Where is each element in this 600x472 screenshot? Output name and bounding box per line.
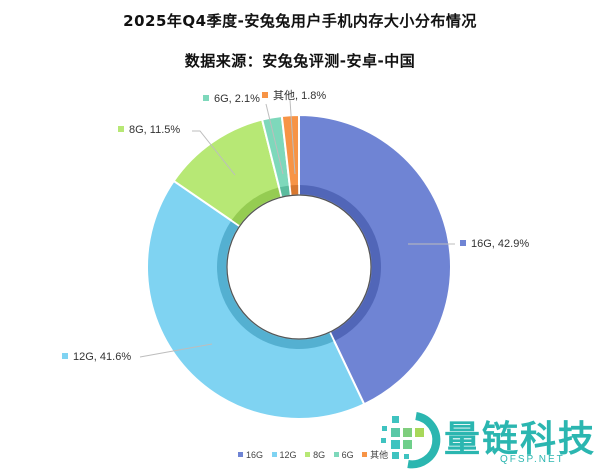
logo-mark-icon: [381, 412, 441, 469]
swatch-8g: [118, 126, 124, 133]
swatch-other: [262, 92, 268, 99]
data-label-16g: 16G, 42.9%: [460, 238, 529, 250]
legend-item-8g[interactable]: 8G: [305, 450, 325, 460]
data-label-12g: 12G, 41.6%: [62, 351, 131, 363]
legend-item-12g[interactable]: 12G: [271, 450, 297, 460]
legend-item-other[interactable]: 其他: [362, 450, 388, 460]
legend-item-16g[interactable]: 16G: [238, 450, 263, 460]
legend-swatch-6g: [333, 452, 339, 458]
legend-swatch-8g: [305, 452, 311, 458]
chart-subtitle: 数据来源：安兔兔评测-安卓-中国: [184, 52, 416, 70]
swatch-12g: [62, 353, 68, 360]
legend-swatch-other: [362, 452, 368, 458]
slice-shadow: [279, 185, 291, 197]
leader-12g: [139, 343, 213, 358]
legend-swatch-16g: [238, 452, 243, 458]
data-label-8g: 8G, 11.5%: [118, 124, 180, 136]
slice-shadow: [299, 185, 381, 341]
swatch-16g: [460, 240, 466, 247]
watermark-domain: QFSP.NET: [500, 454, 565, 465]
watermark-name: 量链科技: [444, 419, 597, 460]
swatch-6g: [203, 95, 209, 102]
slice-shadow: [231, 187, 281, 226]
leader-other: [289, 99, 296, 175]
slice-shadow: [217, 221, 334, 349]
leader-6g: [265, 103, 284, 175]
chart-title: 2025年Q4季度-安兔兔用户手机内存大小分布情况: [123, 12, 477, 30]
legend-item-6g[interactable]: 6G: [333, 450, 354, 460]
data-label-other: 其他, 1.8%: [262, 87, 326, 103]
donut-hole: [226, 194, 372, 340]
legend-swatch-12g: [271, 452, 277, 458]
chart-legend: 16G 12G 8G 6G 其他: [238, 448, 394, 461]
watermark-logo: 量链科技 QFSP.NET: [378, 408, 600, 472]
leader-8g: [192, 130, 236, 176]
slice-shadow: [290, 185, 299, 196]
data-label-6g: 6G, 2.1%: [203, 93, 260, 105]
